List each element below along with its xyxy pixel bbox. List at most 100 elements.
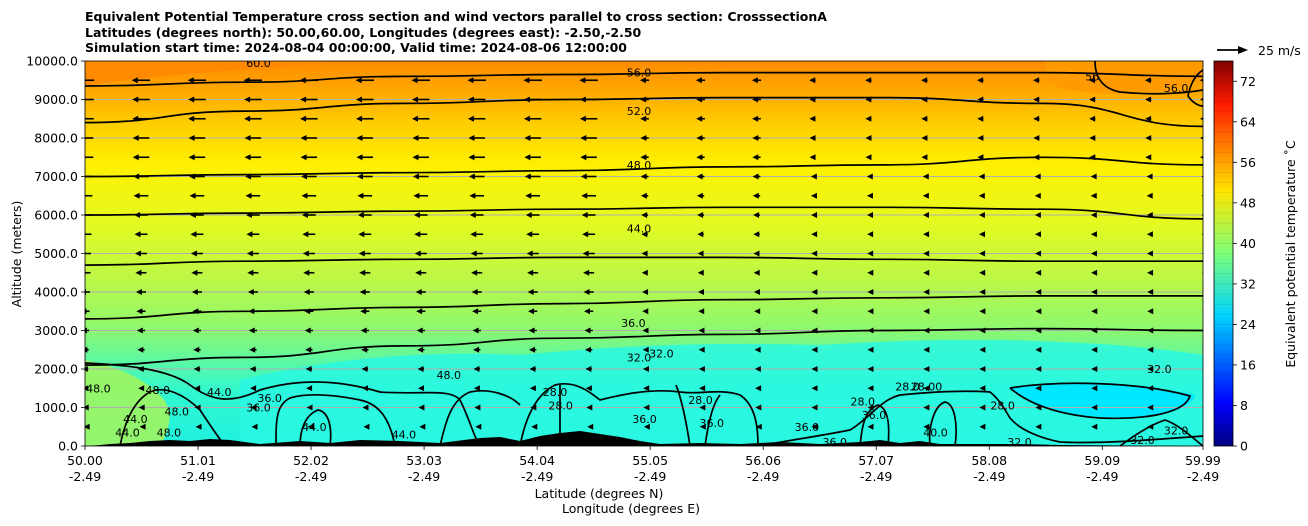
wind-vector-head — [923, 250, 930, 257]
wind-vector-head — [1146, 173, 1153, 180]
wind-vector-head — [978, 192, 985, 199]
y-tick-label: 1000.0 — [34, 400, 78, 415]
wind-vector — [979, 308, 986, 315]
wind-vector-head — [301, 192, 308, 199]
wind-vector-head — [1147, 366, 1154, 372]
contour-label: 48.0 — [86, 382, 111, 395]
wind-vector — [1200, 155, 1203, 159]
wind-vector-head — [867, 269, 874, 276]
wind-vector — [867, 385, 874, 392]
wind-vector — [979, 423, 986, 430]
wind-vector-head — [639, 77, 646, 84]
wind-vector-head — [188, 135, 195, 141]
wind-vector — [195, 423, 202, 430]
wind-vector — [415, 269, 427, 276]
x-tick-label-lat: 55.05 — [632, 453, 668, 468]
wind-vector-head — [473, 385, 480, 392]
y-tick-label: 6000.0 — [34, 208, 78, 223]
wind-vector-head — [751, 77, 758, 84]
wind-vector-head — [244, 96, 251, 103]
wind-vector — [244, 115, 262, 122]
wind-vector-head — [136, 308, 143, 315]
wind-vector — [85, 366, 89, 372]
wind-vector-head — [191, 289, 198, 295]
wind-vector-head — [1088, 77, 1095, 84]
wind-vector-head — [132, 96, 139, 103]
x-tick-label-lat: 59.99 — [1185, 453, 1221, 468]
wind-vector-head — [579, 96, 586, 103]
wind-vector-head — [811, 327, 818, 334]
wind-vector-head — [244, 135, 251, 141]
wind-vector — [525, 212, 540, 218]
wind-vector-head — [189, 192, 196, 199]
x-tick-label-lon: -2.49 — [182, 469, 214, 484]
wind-vector-head — [300, 154, 307, 161]
wind-vector-head — [135, 269, 142, 276]
wind-vector-head — [245, 192, 252, 199]
wind-vector — [359, 289, 370, 295]
wind-vector-head — [979, 250, 986, 257]
wind-vector — [360, 327, 369, 334]
quiver-key-label: 25 m/s — [1258, 43, 1301, 58]
wind-vector-head — [585, 385, 592, 392]
wind-vector — [135, 289, 147, 295]
wind-vector — [243, 77, 263, 84]
wind-vector — [696, 135, 705, 141]
wind-vector — [640, 115, 649, 122]
y-tick-label: 0.0 — [58, 439, 78, 454]
wind-vector — [639, 77, 650, 84]
wind-vector — [811, 212, 818, 218]
wind-vector-head — [189, 173, 196, 180]
wind-vector-head — [1035, 250, 1042, 257]
wind-vector — [1091, 289, 1098, 295]
wind-vector — [753, 231, 760, 238]
wind-vector — [1200, 136, 1203, 140]
wind-vector-head — [356, 154, 363, 161]
warm-region-top-right — [1045, 61, 1203, 94]
wind-vector-head — [867, 385, 874, 392]
wind-vector — [811, 250, 818, 257]
wind-vector — [356, 96, 374, 103]
wind-vector-head — [1035, 404, 1042, 411]
wind-vector-head — [249, 366, 256, 372]
wind-vector-head — [411, 115, 418, 122]
wind-vector-head — [246, 250, 253, 257]
wind-vector — [467, 115, 486, 122]
wind-vector-head — [754, 366, 761, 372]
wind-vector — [1035, 289, 1042, 295]
wind-vector — [641, 250, 648, 257]
contour-label: 32.0 — [1147, 363, 1172, 376]
wind-vector-head — [1091, 385, 1098, 392]
wind-vector-head — [865, 77, 872, 84]
wind-vector — [643, 404, 650, 411]
colorbar-tick-label: 24 — [1240, 317, 1256, 332]
wind-vector-head — [194, 404, 201, 411]
wind-vector — [1147, 366, 1154, 372]
x-tick-label-lon: -2.49 — [408, 469, 440, 484]
wind-vector-head — [305, 346, 312, 353]
wind-vector — [302, 250, 315, 257]
wind-vector — [132, 96, 150, 103]
wind-vector — [752, 135, 761, 141]
wind-vector-head — [1199, 78, 1203, 82]
wind-vector — [475, 423, 482, 430]
wind-vector — [699, 423, 706, 430]
wind-vector — [640, 192, 649, 199]
wind-vector — [1199, 97, 1203, 102]
wind-vector — [1199, 78, 1203, 82]
wind-vector — [755, 385, 762, 392]
wind-vector — [85, 117, 94, 120]
y-tick-label: 7000.0 — [34, 169, 78, 184]
wind-vector-head — [415, 269, 422, 276]
wind-vector — [1035, 269, 1042, 276]
wind-vector — [249, 366, 257, 372]
contour-label: 28.0 — [851, 396, 876, 409]
x-axis: 50.00-2.4951.01-2.4952.02-2.4953.03-2.49… — [67, 446, 1221, 484]
wind-vector — [1146, 231, 1153, 238]
wind-vector — [246, 250, 259, 257]
wind-vector — [1035, 308, 1042, 315]
wind-vector-head — [867, 289, 874, 295]
plot-area: 60.056.052.048.044.036.032.032.048.0 48.0… — [85, 61, 1203, 446]
wind-vector-head — [529, 366, 536, 372]
wind-vector-head — [414, 250, 421, 257]
